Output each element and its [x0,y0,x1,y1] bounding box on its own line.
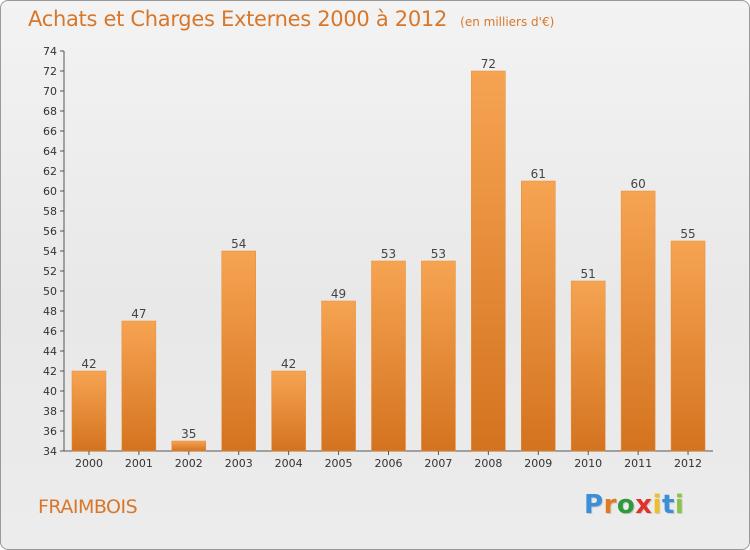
x-tick-label-2006: 2006 [375,457,403,470]
bar-2004 [271,370,306,452]
y-tick-label: 38 [43,405,57,418]
x-tick-label-2007: 2007 [424,457,452,470]
y-tick-label: 60 [43,185,57,198]
x-tick-label-2005: 2005 [325,457,353,470]
data-label-2000: 42 [81,357,96,371]
y-tick-label: 70 [43,85,57,98]
bar-2002 [171,440,207,452]
data-label-2001: 47 [131,307,146,321]
logo-letter: P [584,490,604,520]
logo-letter: t [661,490,675,520]
y-tick-label: 58 [43,205,57,218]
data-label-2010: 51 [581,267,596,281]
x-tick-label-2004: 2004 [275,457,303,470]
data-label-2006: 53 [381,247,396,261]
bar-2012 [670,240,706,452]
y-tick-label: 44 [43,345,57,358]
chart-title: Achats et Charges Externes 2000 à 2012 [28,7,448,31]
x-tick-label-2000: 2000 [75,457,103,470]
bar-2005 [321,300,356,452]
logo-letter: x [635,490,653,520]
x-tick-label-2002: 2002 [175,457,203,470]
y-tick-label: 72 [43,65,57,78]
data-label-2003: 54 [231,237,246,251]
bar-2010 [570,280,606,452]
chart-subtitle: (en milliers d'€) [460,15,555,29]
commune-name: FRAIMBOIS [38,496,138,518]
data-label-2007: 53 [431,247,446,261]
bar-2006 [371,260,406,452]
bar-2000 [71,370,107,452]
y-tick-label: 34 [43,445,57,458]
x-tick-label-2012: 2012 [674,457,702,470]
logo-letter: i [652,490,662,520]
y-tick-label: 66 [43,125,57,138]
title-row: Achats et Charges Externes 2000 à 2012 (… [28,7,554,31]
x-tick-label-2008: 2008 [474,457,502,470]
y-tick-label: 50 [43,285,57,298]
bar-2003 [221,250,256,452]
x-tick-label-2003: 2003 [225,457,253,470]
y-tick-label: 36 [43,425,57,438]
data-label-2004: 42 [281,357,296,371]
bar-2008 [471,70,506,452]
logo-letter: i [674,490,685,520]
y-tick-label: 68 [43,105,57,118]
y-tick-label: 48 [43,305,57,318]
y-tick-label: 42 [43,365,57,378]
y-tick-label: 64 [43,145,57,158]
x-tick-label-2001: 2001 [125,457,153,470]
y-tick-label: 46 [43,325,57,338]
data-label-2008: 72 [481,57,496,71]
bar-2011 [620,190,656,452]
logo-letter: o [616,490,636,520]
data-label-2005: 49 [331,287,346,301]
y-tick-label: 74 [43,45,57,58]
data-label-2009: 61 [531,167,546,181]
logo-letter: r [603,490,617,520]
proxiti-logo: Proxiti [584,490,684,520]
x-tick-label-2010: 2010 [574,457,602,470]
bar-2007 [421,260,456,452]
y-tick-label: 62 [43,165,57,178]
data-label-2002: 35 [181,427,196,441]
bar-2001 [121,320,157,452]
x-tick-label-2009: 2009 [524,457,552,470]
y-tick-label: 40 [43,385,57,398]
y-tick-label: 52 [43,265,57,278]
bar-2009 [521,180,556,452]
x-tick-label-2011: 2011 [624,457,652,470]
y-tick-label: 56 [43,225,57,238]
data-label-2012: 55 [680,227,695,241]
y-tick-label: 54 [43,245,57,258]
data-label-2011: 60 [630,177,645,191]
